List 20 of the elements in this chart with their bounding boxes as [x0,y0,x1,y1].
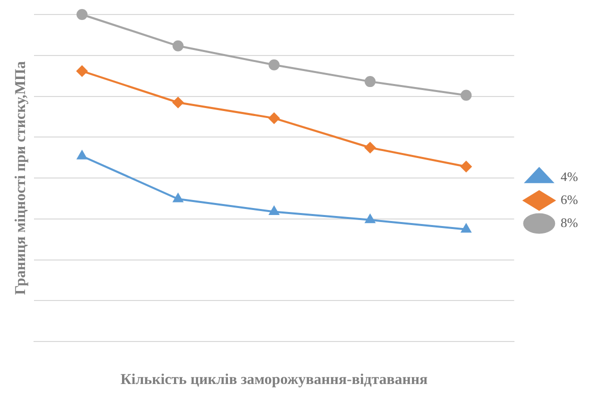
x-axis-title: Кількість циклів заморожування-відтавання [120,372,428,388]
point [172,96,184,108]
point [76,66,88,77]
point [172,40,184,52]
point [77,150,87,160]
point [365,214,376,224]
point [269,206,279,215]
point [173,193,183,202]
point [268,112,280,124]
point [461,224,472,233]
point [364,142,376,154]
point [268,59,280,70]
point [364,76,376,88]
legend-label: 6% [560,192,578,207]
point [460,90,472,101]
point [76,9,88,20]
y-axis-title: Границя міцності при стиску,МПа [12,60,29,295]
legend-label: 4% [560,168,578,184]
legend-label: 8% [560,214,578,230]
point [460,161,472,172]
